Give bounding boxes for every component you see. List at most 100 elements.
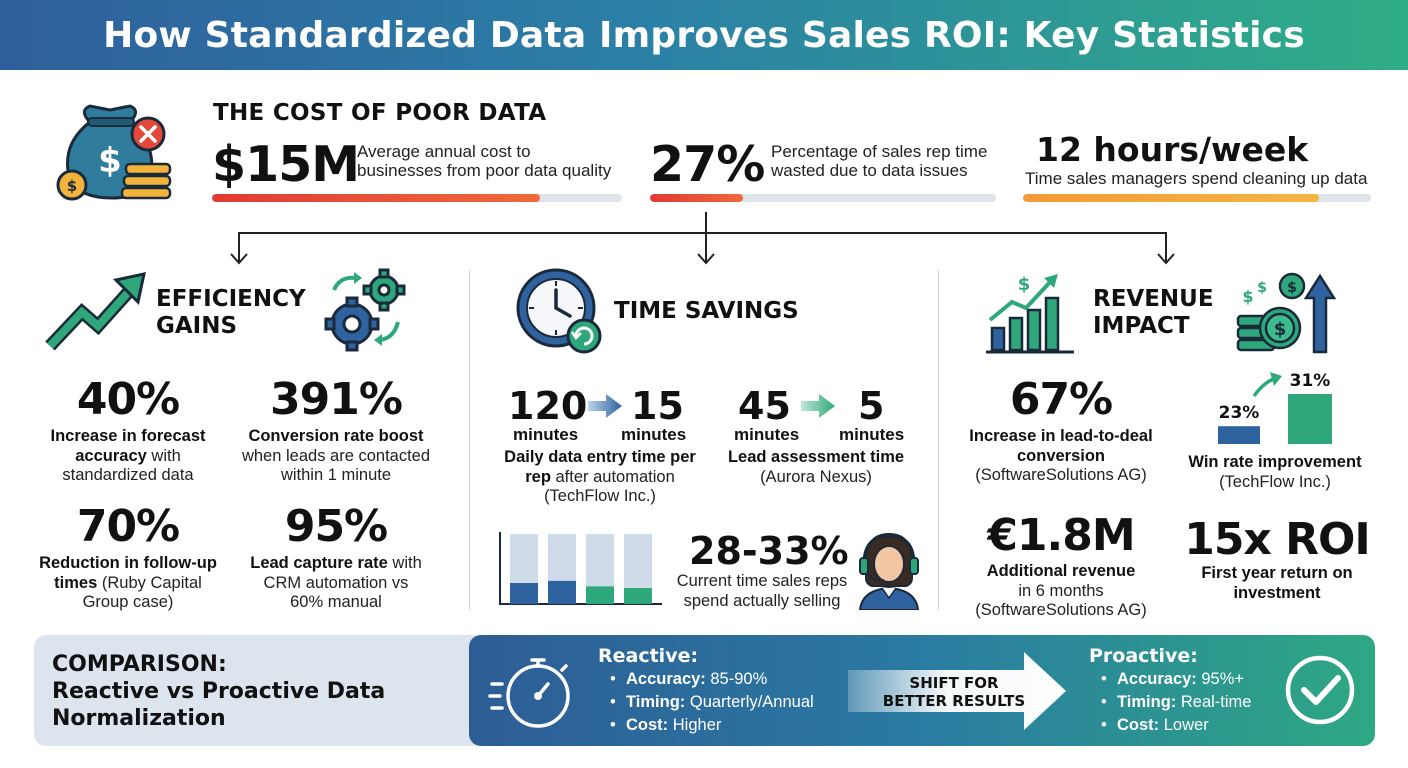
shift-label-line2: BETTER RESULTS: [882, 692, 1026, 710]
efficiency-stat-4: 95% Lead capture rate with CRM automatio…: [222, 503, 450, 613]
cost-bar-3-fill: [1023, 194, 1319, 202]
coins-arrow-icon: $ $ $ $: [1234, 266, 1344, 356]
proactive-item-value: 95%+: [1196, 670, 1245, 688]
conversion-bold1: Increase in lead-to-deal: [969, 427, 1153, 445]
proactive-item: Accuracy: 95%+: [1097, 668, 1251, 691]
growth-bar-chart-icon: $: [982, 266, 1078, 356]
cost-stat-desc-1-line1: Average annual cost to: [357, 142, 531, 161]
cost-stat-desc-1-line2: businesses from poor data quality: [357, 161, 612, 180]
arrow-down-icon: [1157, 253, 1175, 265]
efficiency-title: EFFICIENCY GAINS: [156, 286, 306, 340]
time-savings-title: TIME SAVINGS: [614, 298, 799, 324]
reactive-list: Accuracy: 85-90% Timing: Quarterly/Annua…: [606, 668, 814, 737]
efficiency-stat-4-value: 95%: [284, 501, 388, 552]
column-divider-right: [938, 270, 939, 610]
entry-line3: (TechFlow Inc.): [544, 487, 656, 505]
efficiency-title-line2: GAINS: [156, 313, 238, 339]
cost-stat-desc-3: Time sales managers spend cleaning up da…: [1025, 169, 1368, 188]
reactive-item-label: Cost:: [626, 716, 669, 734]
checkmark-circle-icon: [1282, 652, 1358, 728]
reactive-item-value: Quarterly/Annual: [685, 693, 814, 711]
reactive-item-value: 85-90%: [705, 670, 768, 688]
entry-rest2: after automation: [550, 467, 675, 486]
selling-line1: Current time sales reps: [676, 572, 848, 590]
reactive-item-label: Accuracy:: [626, 670, 706, 688]
conversion-text: Increase in lead-to-deal conversion (Sof…: [954, 427, 1168, 486]
conversion-value: 67%: [1009, 374, 1113, 425]
svg-text:$: $: [98, 141, 122, 181]
mini-chart-bar: [510, 583, 538, 604]
efficiency-stat-3: 70% Reduction in follow-up times (Ruby C…: [28, 503, 228, 613]
svg-text:$: $: [1018, 274, 1031, 295]
efficiency-stat-4-line3: 60% manual: [290, 593, 382, 611]
cost-stat-value-1: $15M: [212, 136, 360, 193]
efficiency-stat-1-bold1: Increase in forecast: [50, 427, 206, 445]
roi-bold2: investment: [1233, 583, 1321, 602]
efficiency-stat-3-text: Reduction in follow-up times (Ruby Capit…: [28, 554, 228, 613]
cost-stat-value-2: 27%: [650, 136, 765, 193]
roi-bold1: First year return on: [1201, 564, 1353, 582]
efficiency-stat-1: 40% Increase in forecast accuracy with s…: [28, 376, 228, 486]
comparison-label-panel: [34, 635, 484, 746]
reactive-item-value: Higher: [668, 716, 722, 734]
money-bag-icon: $ $: [50, 90, 175, 205]
efficiency-stat-4-line2: CRM automation vs: [263, 573, 409, 592]
proactive-list: Accuracy: 95%+ Timing: Real-time Cost: L…: [1097, 668, 1251, 737]
efficiency-stat-3-line3: Group case): [82, 593, 174, 611]
efficiency-stat-1-value: 40%: [76, 374, 180, 425]
entry-from-value: 120: [508, 384, 588, 428]
time-mini-bar-chart: [499, 532, 662, 605]
conversion-bold2: conversion: [1016, 446, 1106, 465]
cost-stat-desc-2-line2: wasted due to data issues: [771, 161, 968, 180]
assess-bold1: Lead assessment time: [727, 448, 905, 466]
mini-chart-bar: [586, 586, 614, 604]
entry-text: Daily data entry time per rep after auto…: [492, 448, 708, 507]
roi-value: 15x ROI: [1184, 514, 1371, 565]
assess-from-unit: minutes: [734, 425, 800, 444]
revenue-title-line1: REVENUE: [1093, 286, 1214, 312]
reactive-heading: Reactive:: [598, 645, 699, 667]
proactive-item-label: Timing:: [1117, 693, 1177, 711]
efficiency-stat-2: 391% Conversion rate boost when leads ar…: [222, 376, 450, 486]
reactive-item: Timing: Quarterly/Annual: [606, 691, 814, 714]
arrow-down-icon: [230, 253, 248, 265]
additional-line2: in 6 months: [1018, 581, 1104, 600]
svg-text:$: $: [1242, 287, 1253, 306]
cost-stat-value-3: 12 hours/week: [1036, 130, 1309, 169]
proactive-item: Timing: Real-time: [1097, 691, 1251, 714]
efficiency-stat-1-bold2: accuracy: [75, 446, 147, 465]
cost-stat-desc-2-line1: Percentage of sales rep time: [771, 142, 988, 161]
entry-to-value: 15: [631, 384, 684, 428]
conversion-line3: (SoftwareSolutions AG): [975, 466, 1147, 484]
efficiency-stat-3-bold1: Reduction in follow-up: [39, 554, 217, 572]
efficiency-stat-3-value: 70%: [76, 501, 180, 552]
win-rate-chart: 23% 31%: [1218, 371, 1332, 444]
win-rate-line2: (TechFlow Inc.): [1219, 472, 1331, 491]
comparison-title-line2: Reactive vs Proactive Data: [52, 679, 386, 704]
efficiency-stat-1-rest2: with: [146, 446, 181, 465]
page-title: How Standardized Data Improves Sales ROI…: [103, 14, 1305, 56]
headset-agent-icon: [856, 528, 922, 611]
entry-to-unit: minutes: [621, 425, 687, 444]
proactive-item-label: Accuracy:: [1117, 670, 1197, 688]
assess-from-value: 45: [738, 384, 791, 428]
additional-revenue-stat: €1.8M Additional revenue in 6 months (So…: [954, 512, 1168, 621]
mini-chart-bar: [548, 580, 576, 604]
clock-icon: [514, 266, 606, 356]
entry-from-unit: minutes: [513, 425, 579, 444]
entry-bold2: rep: [525, 467, 551, 486]
cost-section-title: THE COST OF POOR DATA: [213, 100, 547, 126]
proactive-heading: Proactive:: [1089, 645, 1198, 667]
connector-left-drop: [238, 232, 240, 262]
win-rate-before-label: 23%: [1219, 403, 1260, 423]
svg-text:$: $: [1287, 280, 1297, 296]
efficiency-stat-3-bold2: times: [54, 573, 98, 592]
upward-trend-arrow-icon: [44, 270, 148, 352]
reactive-item-label: Timing:: [626, 693, 686, 711]
cost-bar-2: [650, 194, 996, 202]
connector-right-drop: [1165, 232, 1167, 262]
arrow-down-icon: [697, 253, 715, 265]
efficiency-stat-4-bold1: Lead capture rate: [250, 554, 388, 572]
efficiency-stat-3-rest2: (Ruby Capital: [97, 573, 202, 592]
svg-text:$: $: [67, 177, 77, 195]
